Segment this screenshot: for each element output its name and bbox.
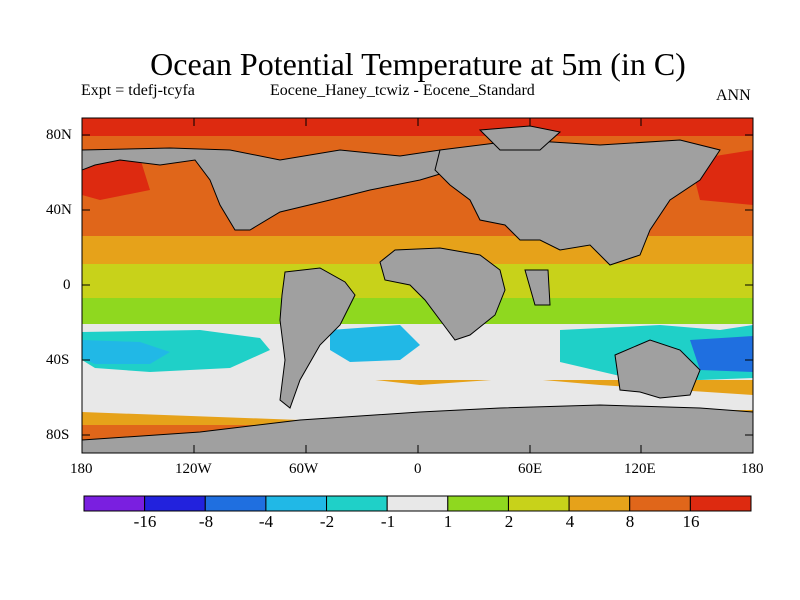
colorbar-box: [265, 495, 328, 512]
ocean-band-equator-south: [82, 298, 753, 324]
land-antarctica: [82, 404, 753, 453]
colorbar-box: [447, 495, 509, 512]
axis-ticks: [81, 118, 754, 453]
season-label: ANN: [716, 87, 751, 104]
colorbar-label-neg16: -16: [133, 512, 157, 531]
colorbar-label-neg1: -1: [380, 512, 396, 531]
lon-label-60w: 60W: [289, 461, 319, 477]
lat-label-80n: 80N: [46, 127, 72, 143]
lon-label-180w: 180: [70, 461, 93, 477]
ocean-anomaly-blue-indian: [690, 336, 753, 372]
lon-label-180e: 180: [741, 461, 764, 477]
colorbar-box: [507, 495, 570, 512]
ocean-anomaly-blue-pacific: [82, 340, 170, 364]
colorbar-label-neg2: -2: [319, 512, 335, 531]
lat-label-40s: 40S: [46, 352, 70, 368]
lon-label-120e: 120E: [624, 461, 656, 477]
lon-label-0: 0: [414, 461, 422, 477]
land-south-america: [279, 267, 356, 409]
comparison-label: Eocene_Haney_tcwiz - Eocene_Standard: [270, 82, 535, 99]
colorbar-label-2: 2: [504, 512, 514, 531]
colorbar-label-8: 8: [625, 512, 635, 531]
lat-label-40n: 40N: [46, 202, 72, 218]
colorbar-label-4: 4: [565, 512, 575, 531]
colorbar-box: [83, 495, 146, 512]
experiment-label: Expt = tdefj-tcyfa: [81, 82, 195, 99]
lon-label-120w: 120W: [175, 461, 212, 477]
ocean-anomaly-cyan-atlantic: [330, 325, 420, 362]
ocean-band-arctic: [82, 118, 753, 136]
colorbar-label-16: 16: [682, 512, 700, 531]
colorbar-box: [629, 495, 691, 512]
ocean-anomaly-red-north-pacific: [82, 158, 150, 200]
colorbar-box: [689, 495, 752, 512]
lat-label-0: 0: [63, 277, 71, 293]
map-title: Ocean Potential Temperature at 5m (in C): [150, 46, 686, 82]
land-india: [524, 269, 551, 306]
land-europe-asia: [434, 139, 721, 266]
colorbar-box: [144, 495, 206, 512]
colorbar-label-neg4: -4: [258, 512, 274, 531]
colorbar: [83, 495, 752, 512]
lat-label-80s: 80S: [46, 427, 70, 443]
colorbar-box: [568, 495, 631, 512]
land-north-america: [82, 147, 461, 231]
colorbar-label-1: 1: [443, 512, 453, 531]
land-africa: [379, 247, 506, 341]
land-greenland: [478, 125, 562, 151]
colorbar-box: [204, 495, 267, 512]
land-masses: [82, 125, 753, 453]
land-australia: [614, 339, 701, 399]
colorbar-label-neg8: -8: [198, 512, 214, 531]
lon-label-60e: 60E: [518, 461, 543, 477]
colorbar-box: [326, 495, 388, 512]
colorbar-box: [386, 495, 449, 512]
